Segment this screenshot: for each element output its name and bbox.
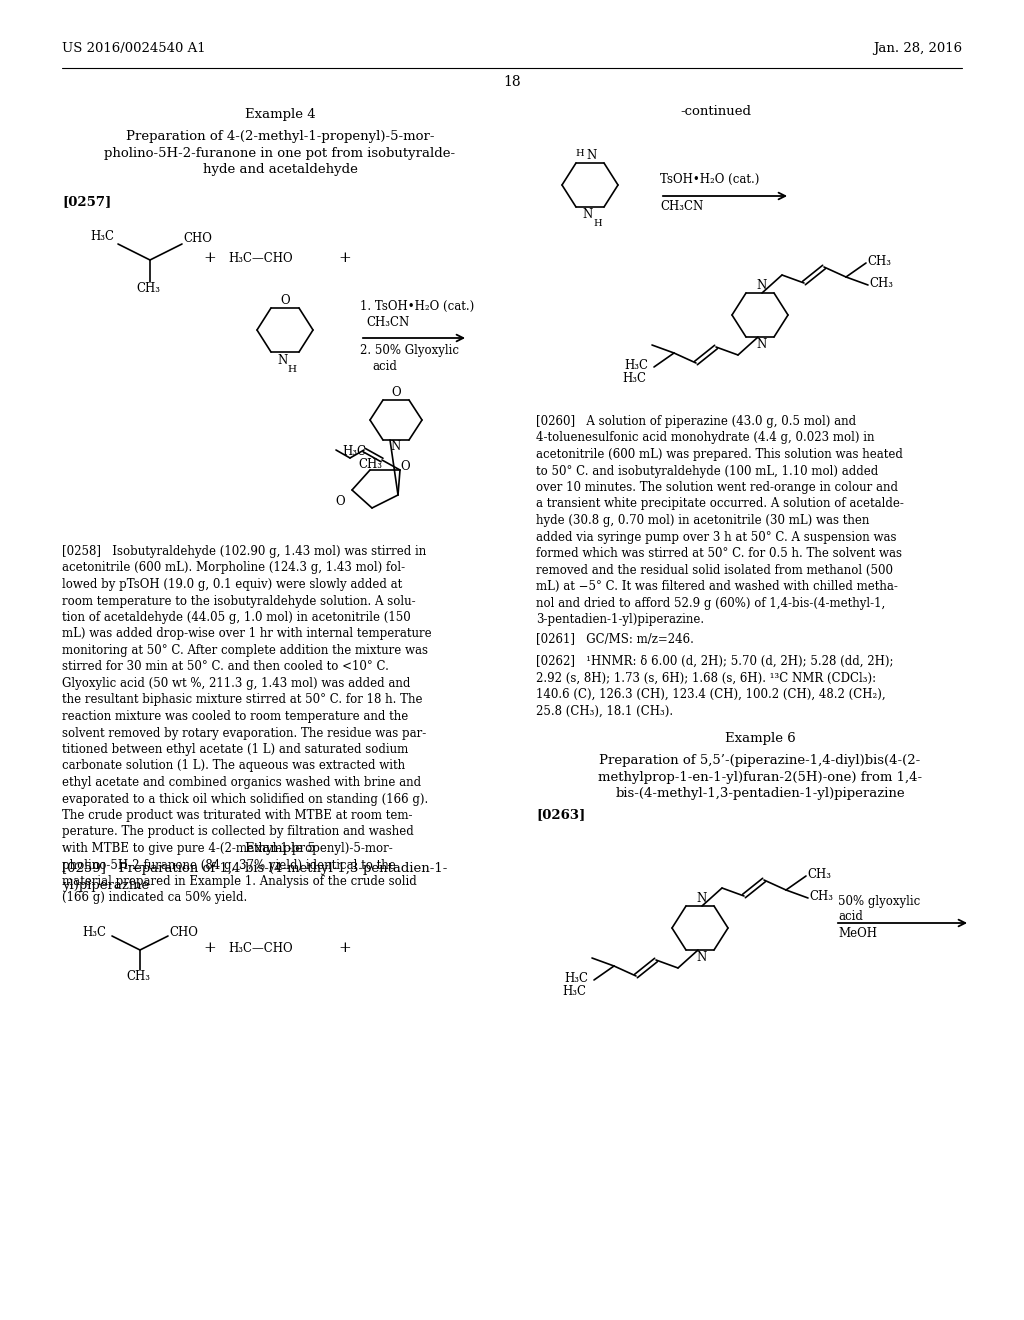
- Text: CH₃: CH₃: [807, 869, 831, 880]
- Text: H₃C: H₃C: [624, 359, 648, 372]
- Text: N: N: [696, 892, 707, 906]
- Text: N: N: [278, 354, 288, 367]
- Text: +: +: [204, 251, 216, 265]
- Text: [0259]   Preparation of 1,4-bis-(4-methyl-1,3-pentadien-1-
yl)piperazine: [0259] Preparation of 1,4-bis-(4-methyl-…: [62, 862, 447, 891]
- Text: H₃C: H₃C: [562, 985, 586, 998]
- Text: Preparation of 5,5’-(piperazine-1,4-diyl)bis(4-(2-
methylprop-1-en-1-yl)furan-2(: Preparation of 5,5’-(piperazine-1,4-diyl…: [598, 754, 922, 800]
- Text: MeOH: MeOH: [838, 927, 877, 940]
- Text: O: O: [391, 385, 400, 399]
- Text: Example 6: Example 6: [725, 733, 796, 744]
- Text: CH₃: CH₃: [867, 255, 891, 268]
- Text: O: O: [335, 495, 345, 508]
- Text: Example 5: Example 5: [245, 842, 315, 855]
- Text: H₃C: H₃C: [342, 445, 366, 458]
- Text: H₃C—CHO: H₃C—CHO: [228, 252, 293, 264]
- Text: CHO: CHO: [183, 231, 212, 244]
- Text: CHO: CHO: [169, 925, 198, 939]
- Text: [0258]   Isobutyraldehyde (102.90 g, 1.43 mol) was stirred in
acetonitrile (600 : [0258] Isobutyraldehyde (102.90 g, 1.43 …: [62, 545, 432, 904]
- Text: [0262]   ¹HNMR: δ 6.00 (d, 2H); 5.70 (d, 2H); 5.28 (dd, 2H);
2.92 (s, 8H); 1.73 : [0262] ¹HNMR: δ 6.00 (d, 2H); 5.70 (d, 2…: [536, 655, 894, 718]
- Text: CH₃: CH₃: [809, 890, 833, 903]
- Text: Example 4: Example 4: [245, 108, 315, 121]
- Text: H: H: [575, 149, 584, 158]
- Text: US 2016/0024540 A1: US 2016/0024540 A1: [62, 42, 206, 55]
- Text: O: O: [400, 459, 410, 473]
- Text: H₃C: H₃C: [622, 372, 646, 385]
- Text: +: +: [339, 941, 351, 954]
- Text: H₃C: H₃C: [82, 925, 106, 939]
- Text: 50% glyoxylic: 50% glyoxylic: [838, 895, 921, 908]
- Text: N: N: [696, 950, 707, 964]
- Text: N: N: [582, 209, 592, 220]
- Text: CH₃: CH₃: [358, 458, 382, 471]
- Text: acid: acid: [372, 360, 397, 374]
- Text: H: H: [593, 219, 602, 228]
- Text: CH₃: CH₃: [869, 277, 893, 290]
- Text: CH₃CN: CH₃CN: [366, 315, 410, 329]
- Text: 2. 50% Glyoxylic: 2. 50% Glyoxylic: [360, 345, 459, 356]
- Text: Jan. 28, 2016: Jan. 28, 2016: [872, 42, 962, 55]
- Text: H₃C—CHO: H₃C—CHO: [228, 941, 293, 954]
- Text: H₃C: H₃C: [564, 972, 588, 985]
- Text: N: N: [756, 338, 766, 351]
- Text: N: N: [756, 279, 766, 292]
- Text: N: N: [586, 149, 596, 162]
- Text: CH₃CN: CH₃CN: [660, 201, 703, 213]
- Text: O: O: [281, 294, 290, 308]
- Text: 18: 18: [503, 75, 521, 88]
- Text: CH₃: CH₃: [136, 282, 160, 294]
- Text: [0263]: [0263]: [536, 808, 586, 821]
- Text: TsOH•H₂O (cat.): TsOH•H₂O (cat.): [660, 173, 760, 186]
- Text: -continued: -continued: [680, 106, 751, 117]
- Text: H₃C: H₃C: [90, 230, 114, 243]
- Text: [0261]   GC/MS: m/z=246.: [0261] GC/MS: m/z=246.: [536, 632, 694, 645]
- Text: N: N: [390, 440, 400, 453]
- Text: Preparation of 4-(2-methyl-1-propenyl)-5-mor-
pholino-5H-2-furanone in one pot f: Preparation of 4-(2-methyl-1-propenyl)-5…: [104, 129, 456, 176]
- Text: acid: acid: [838, 909, 863, 923]
- Text: +: +: [339, 251, 351, 265]
- Text: [0260]   A solution of piperazine (43.0 g, 0.5 mol) and
4-toluenesulfonic acid m: [0260] A solution of piperazine (43.0 g,…: [536, 414, 904, 626]
- Text: CH₃: CH₃: [126, 970, 150, 983]
- Text: 1. TsOH•H₂O (cat.): 1. TsOH•H₂O (cat.): [360, 300, 474, 313]
- Text: +: +: [204, 941, 216, 954]
- Text: H: H: [287, 366, 296, 374]
- Text: [0257]: [0257]: [62, 195, 112, 209]
